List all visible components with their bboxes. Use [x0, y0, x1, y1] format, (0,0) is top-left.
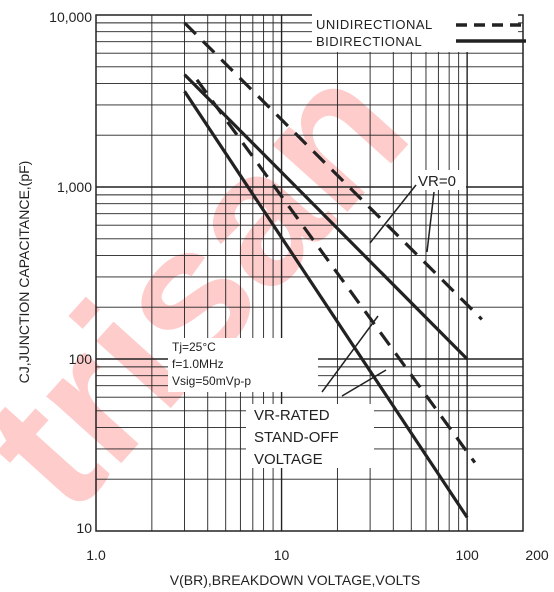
y-axis-label: CJ,JUNCTION CAPACITANCE,(pF) — [16, 161, 32, 384]
y-tick-label: 1,000 — [57, 179, 92, 195]
condition-vsig: Vsig=50mVp-p — [172, 374, 251, 388]
vr-rated-line-3: VOLTAGE — [254, 451, 323, 468]
y-tick-label: 10 — [76, 520, 92, 536]
x-tick-label: 10 — [274, 547, 290, 563]
plot-frame — [95, 14, 524, 532]
x-tick-label: 100 — [455, 547, 479, 563]
series-line-bidirectional-3 — [183, 73, 469, 361]
condition-f: f=1.0MHz — [172, 357, 224, 371]
conditions-box — [168, 338, 318, 392]
vr-zero-label: VR=0 — [418, 173, 456, 190]
vr-zero-pointer-2 — [426, 191, 435, 253]
vr-rated-line-1: VR-RATED — [254, 407, 330, 424]
series-line-unidirectional-2 — [195, 78, 477, 464]
vr-rated-line-2: STAND-OFF — [254, 429, 339, 446]
y-tick-label: 10,000 — [49, 9, 92, 25]
legend-box — [312, 12, 518, 52]
condition-tj: Tj=25°C — [172, 340, 216, 354]
series-line-unidirectional-1 — [183, 21, 483, 321]
vr-zero-box — [412, 170, 466, 190]
x-tick-label: 200 — [525, 547, 549, 563]
vr-zero-pointer-1 — [369, 184, 417, 244]
legend-label-unidirectional: UNIDIRECTIONAL — [316, 17, 433, 32]
series-group — [183, 21, 483, 519]
vr-rated-pointer-2 — [341, 369, 387, 397]
x-tick-label: 1.0 — [86, 547, 106, 563]
vr-rated-box — [246, 404, 374, 468]
legend-label-bidirectional: BIDIRECTIONAL — [316, 34, 422, 49]
y-tick-label: 100 — [69, 351, 93, 367]
tick-labels: 1.0 10 100 200 10 100 1,000 10,000 — [49, 9, 549, 563]
x-axis-label: V(BR),BREAKDOWN VOLTAGE,VOLTS — [170, 572, 420, 588]
series-line-bidirectional-4 — [183, 90, 469, 519]
watermark: trisan — [0, 21, 447, 547]
vr-rated-pointer-1 — [321, 315, 379, 393]
